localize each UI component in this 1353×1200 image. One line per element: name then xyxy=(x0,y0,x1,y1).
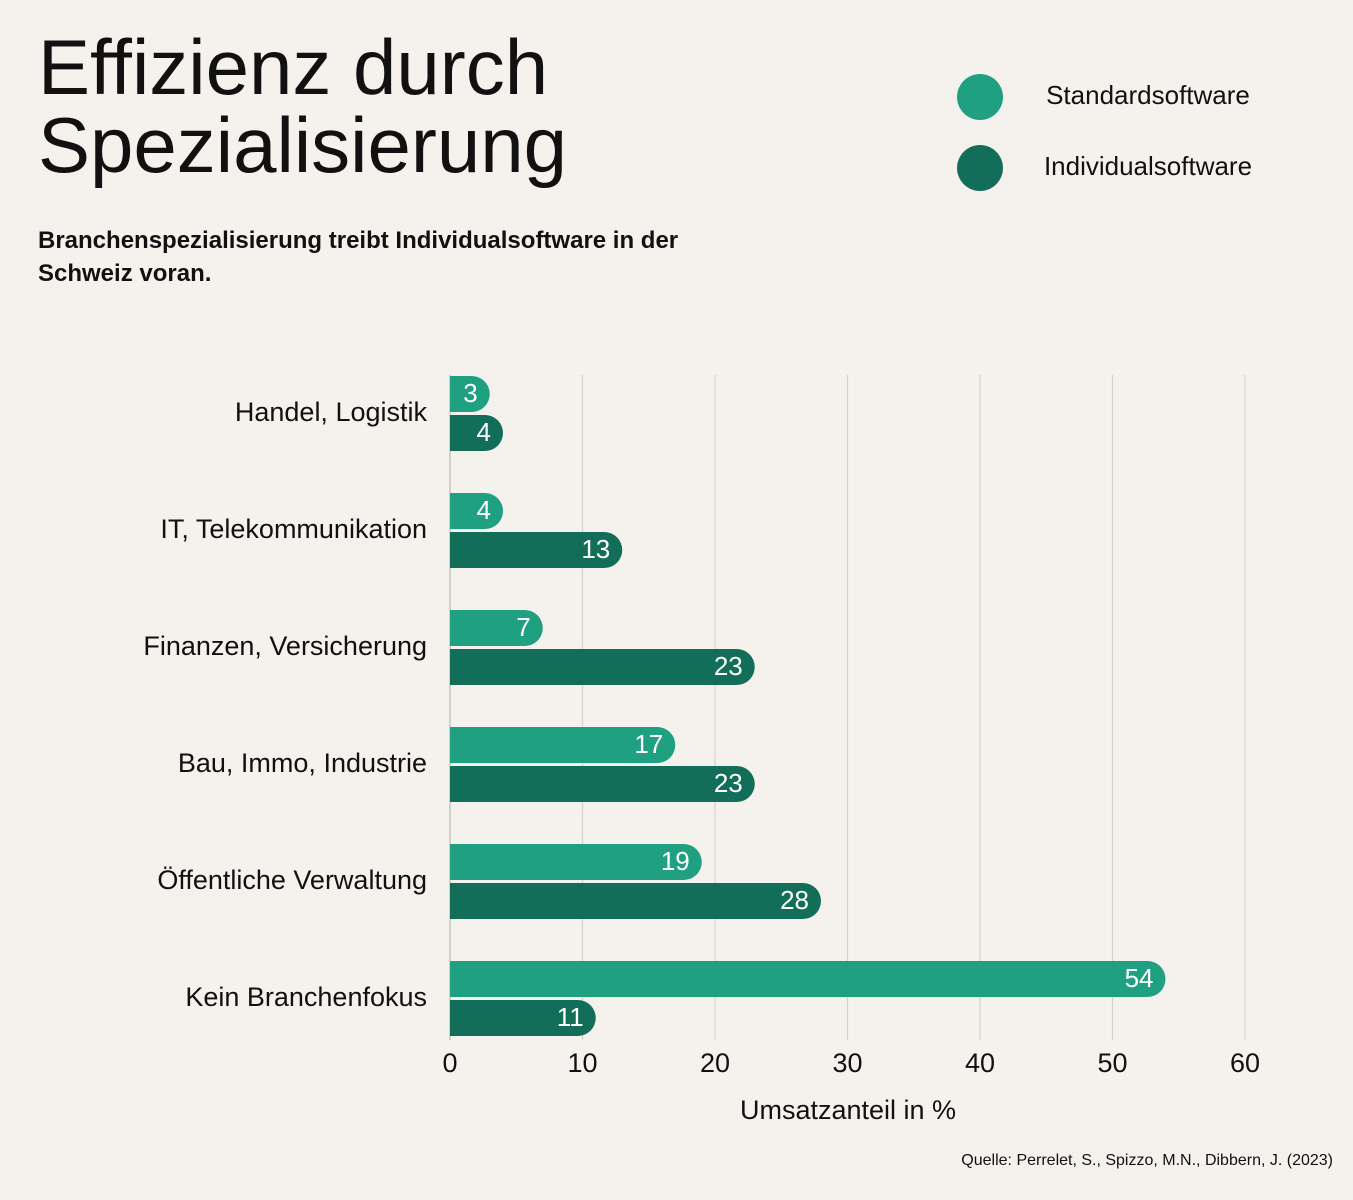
value-label: 17 xyxy=(634,729,663,759)
y-tick-label: IT, Telekommunikation xyxy=(160,514,427,544)
legend-marker xyxy=(957,145,1003,191)
chart-subtitle: Branchenspezialisierung treibt Individua… xyxy=(38,227,679,287)
value-label: 13 xyxy=(581,534,610,564)
x-axis-label: Umsatzanteil in % xyxy=(740,1095,956,1125)
value-label: 23 xyxy=(714,651,743,681)
source: Quelle: Perrelet, S., Spizzo, M.N., Dibb… xyxy=(961,1152,1333,1169)
value-label: 19 xyxy=(661,846,690,876)
bar xyxy=(450,844,702,880)
legend-label: Standardsoftware xyxy=(1046,80,1250,110)
x-tick-label: 10 xyxy=(567,1048,597,1078)
value-label: 3 xyxy=(463,378,477,408)
x-tick-label: 0 xyxy=(442,1048,457,1078)
value-label: 23 xyxy=(714,768,743,798)
value-label: 4 xyxy=(477,495,491,525)
y-tick-label: Bau, Immo, Industrie xyxy=(178,748,427,778)
y-tick-label: Kein Branchenfokus xyxy=(185,982,427,1012)
value-label: 28 xyxy=(780,885,809,915)
x-tick-label: 60 xyxy=(1230,1048,1260,1078)
chart-title: Effizienz durch Spezialisierung xyxy=(38,23,567,189)
value-label: 7 xyxy=(516,612,530,642)
bar xyxy=(450,766,755,802)
bar xyxy=(450,1000,596,1036)
bar xyxy=(450,727,676,763)
bar xyxy=(450,961,1166,997)
x-tick-label: 40 xyxy=(965,1048,995,1078)
bar xyxy=(450,883,821,919)
legend-label: Individualsoftware xyxy=(1044,151,1252,181)
y-tick-label: Handel, Logistik xyxy=(235,397,428,427)
y-tick-label: Öffentliche Verwaltung xyxy=(157,865,427,895)
bar xyxy=(450,493,503,529)
value-label: 11 xyxy=(557,1002,584,1032)
x-tick-label: 50 xyxy=(1097,1048,1127,1078)
x-tick-label: 30 xyxy=(832,1048,862,1078)
bar xyxy=(450,415,503,451)
y-tick-label: Finanzen, Versicherung xyxy=(143,631,427,661)
bar xyxy=(450,649,755,685)
value-label: 4 xyxy=(477,417,491,447)
bar xyxy=(450,376,490,412)
value-label: 54 xyxy=(1125,963,1154,993)
bar xyxy=(450,610,543,646)
legend-marker xyxy=(957,74,1003,120)
bar xyxy=(450,532,623,568)
x-tick-label: 20 xyxy=(700,1048,730,1078)
